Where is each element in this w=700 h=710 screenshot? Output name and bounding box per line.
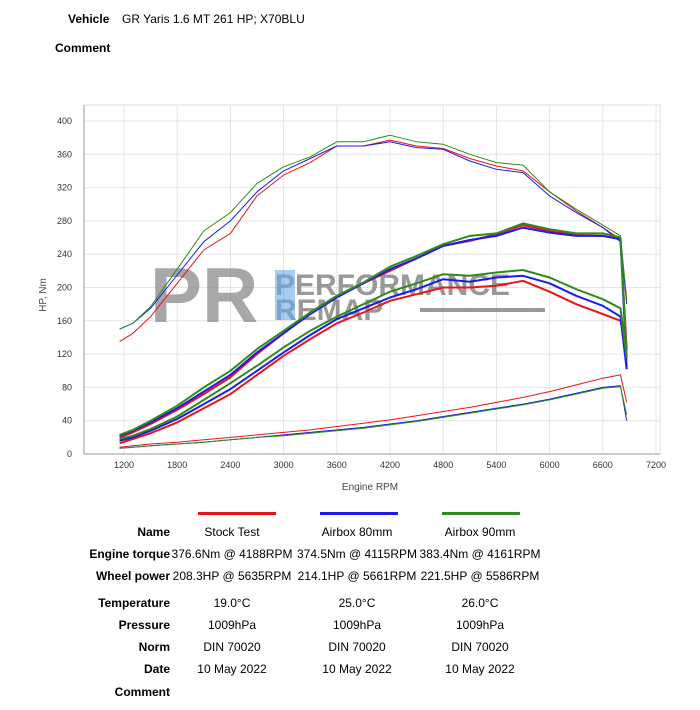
x-tick-label: 3600 [327, 460, 347, 470]
watermark-accent [275, 270, 295, 320]
dyno-chart: PR PERFORMANCE REMAP 1200 1800 2400 3000 360… [38, 104, 666, 493]
y-tick-label: 40 [62, 416, 72, 426]
series-wheel-power-run-0 [119, 279, 628, 445]
series-engine-torque-run-2 [119, 134, 628, 330]
cell-date: 10 May 2022 [445, 662, 515, 676]
series-loss-power-run-2 [119, 386, 628, 449]
y-tick-label: 80 [62, 382, 72, 392]
x-tick-label: 2400 [220, 460, 240, 470]
table-row-wheel-power: Wheel power 208.3HP @ 5635RPM 214.1HP @ 56… [0, 569, 700, 585]
y-tick-label: 400 [57, 116, 72, 126]
cell-temperature: 26.0°C [461, 596, 499, 610]
cell-wheel-power: 221.5HP @ 5586RPM [420, 569, 540, 583]
x-tick-label: 7200 [646, 460, 666, 470]
table-row-date: Date 10 May 2022 10 May 2022 10 May 2022 [0, 662, 700, 678]
x-tick-label: 3000 [274, 460, 294, 470]
cell-engine-torque: 383.4Nm @ 4161RPM [419, 547, 541, 561]
row-label: Wheel power [95, 569, 170, 583]
x-tick-label: 4800 [433, 460, 453, 470]
y-tick-label: 320 [57, 183, 72, 193]
vehicle-value: GR Yaris 1.6 MT 261 HP; X70BLU [122, 12, 305, 26]
y-tick-label: 280 [57, 216, 72, 226]
cell-date: 10 May 2022 [197, 662, 267, 676]
vehicle-label: Vehicle [68, 12, 110, 26]
row-label: Pressure [118, 618, 170, 632]
x-tick-label: 6600 [593, 460, 613, 470]
cell-norm: DIN 70020 [203, 640, 261, 654]
legend-swatch-stock [198, 512, 276, 515]
row-label: Engine torque [89, 547, 170, 561]
series-engine-torque-run-1 [119, 141, 628, 330]
y-tick-label: 360 [57, 149, 72, 159]
table-row-pressure: Pressure 1009hPa 1009hPa 1009hPa [0, 618, 700, 634]
y-tick-label: 120 [57, 349, 72, 359]
series-engine-power-run-2 [119, 222, 628, 436]
y-tick-label: 240 [57, 249, 72, 259]
x-tick-label: 1200 [114, 460, 134, 470]
cell-norm: DIN 70020 [451, 640, 509, 654]
cell-wheel-power: 208.3HP @ 5635RPM [172, 569, 292, 583]
comment-label: Comment [55, 41, 111, 55]
table-row-comment: Comment [0, 685, 700, 701]
cell-pressure: 1009hPa [207, 618, 257, 632]
watermark-rule [420, 308, 545, 312]
x-axis-label: Engine RPM [342, 482, 398, 493]
series-wheel-power-run-1 [119, 274, 628, 442]
cell-engine-torque: 376.6Nm @ 4188RPM [171, 547, 293, 561]
y-tick-label: 0 [67, 449, 72, 459]
table-row-name: Name Stock Test Airbox 80mm Airbox 90mm [0, 525, 700, 541]
cell-engine-torque: 374.5Nm @ 4115RPM [296, 547, 417, 561]
cell-pressure: 1009hPa [455, 618, 505, 632]
cell-name: Airbox 90mm [444, 525, 516, 539]
table-row-norm: Norm DIN 70020 DIN 70020 DIN 70020 [0, 640, 700, 656]
x-tick-label: 5400 [486, 460, 506, 470]
cell-temperature: 19.0°C [213, 596, 251, 610]
x-tick-label: 6000 [540, 460, 560, 470]
series-loss-power-run-0 [119, 374, 628, 448]
row-label: Comment [114, 685, 170, 699]
series-engine-power-run-1 [119, 226, 628, 437]
cell-name: Airbox 80mm [321, 525, 393, 539]
table-row-temperature: Temperature 19.0°C 25.0°C 26.0°C [0, 596, 700, 612]
cell-name: Stock Test [204, 525, 260, 539]
row-label: Norm [138, 640, 170, 654]
watermark-mark: PR [150, 251, 258, 339]
y-axis-label: HP, Nm [38, 278, 49, 312]
cell-temperature: 25.0°C [338, 596, 376, 610]
y-tick-label: 160 [57, 316, 72, 326]
row-label: Temperature [98, 596, 170, 610]
x-tick-label: 1800 [167, 460, 187, 470]
cell-wheel-power: 214.1HP @ 5661RPM [297, 569, 417, 583]
legend-swatch-80mm [320, 512, 398, 515]
legend-swatch-90mm [442, 512, 520, 515]
cell-norm: DIN 70020 [328, 640, 386, 654]
series-engine-torque-run-0 [119, 139, 628, 343]
table-row-engine-torque: Engine torque 376.6Nm @ 4188RPM 374.5Nm @ … [0, 547, 700, 563]
row-label: Name [137, 525, 170, 539]
cell-date: 10 May 2022 [322, 662, 392, 676]
cell-pressure: 1009hPa [332, 618, 382, 632]
row-label: Date [143, 662, 170, 676]
series-wheel-power-run-2 [119, 269, 628, 440]
y-tick-label: 200 [57, 283, 72, 293]
x-tick-label: 4200 [380, 460, 400, 470]
